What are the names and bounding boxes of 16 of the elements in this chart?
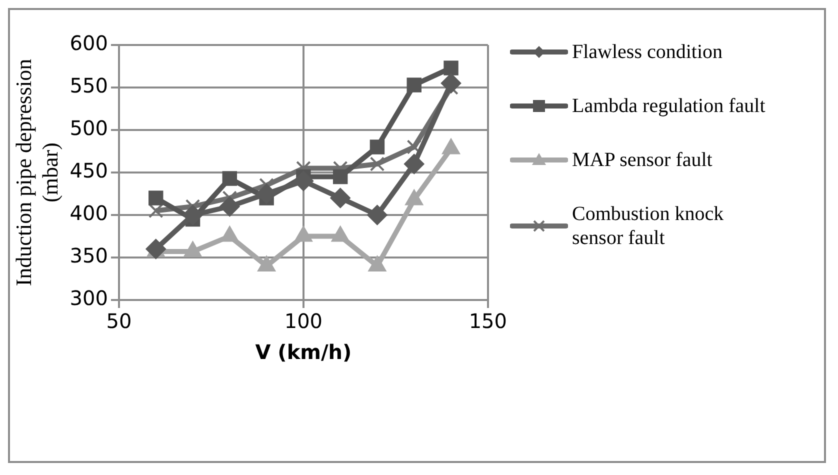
y-tick-label: 350 — [70, 244, 108, 268]
y-tick-label: 500 — [70, 116, 108, 140]
legend-label: Flawless condition — [572, 40, 724, 64]
x-tick-label: 100 — [284, 309, 323, 334]
legend-label: MAP sensor fault — [572, 148, 714, 172]
legend-label: Lambda regulation fault — [572, 94, 766, 118]
y-tick-label: 550 — [70, 74, 108, 98]
legend-label: Combustion knock sensor fault — [572, 202, 725, 250]
y-tick-label: 450 — [70, 158, 108, 183]
y-tick-label: 300 — [70, 286, 108, 310]
x-tick-label: 50 — [106, 309, 132, 334]
x-axis-title: V (km/h) — [255, 340, 352, 364]
y-axis-title: Induction pipe depression (mbar) — [10, 58, 62, 286]
y-tick-label: 400 — [70, 201, 108, 226]
y-tick-label: 600 — [70, 31, 108, 56]
x-tick-label: 150 — [468, 309, 508, 334]
